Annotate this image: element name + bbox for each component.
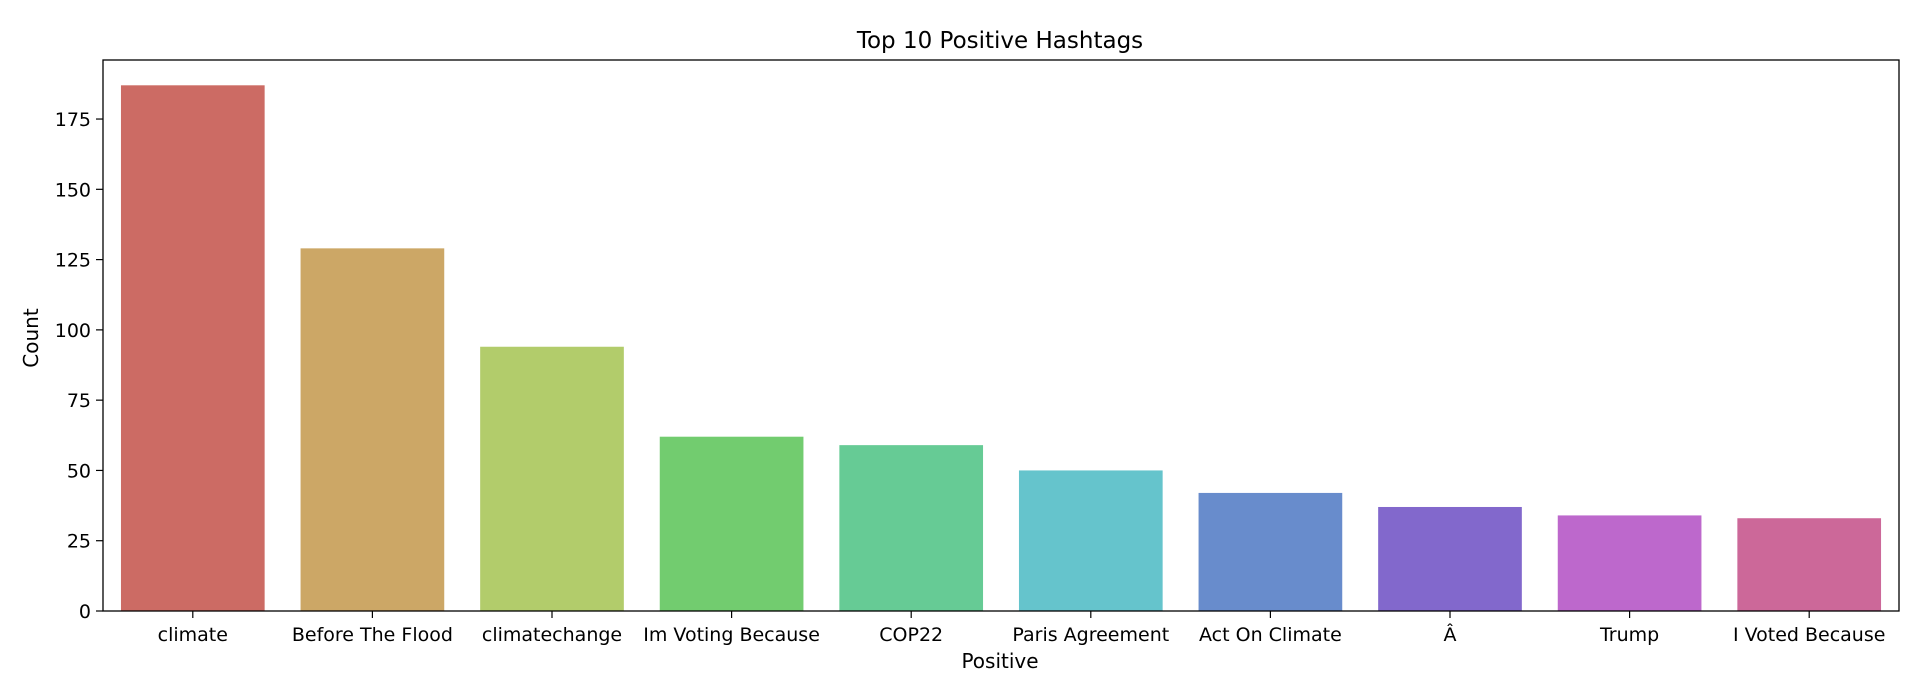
bar-9 (1737, 518, 1882, 611)
x-tick-label-2: climatechange (482, 624, 622, 646)
x-tick-label-1: Before The Flood (292, 624, 453, 646)
x-tick-label-4: COP22 (879, 624, 943, 646)
bar-1 (300, 248, 445, 611)
bar-2 (480, 346, 624, 611)
bar-3 (659, 436, 804, 611)
bars-layer (120, 85, 1882, 611)
y-tick-label-7: 175 (55, 109, 91, 131)
bar-7 (1378, 506, 1522, 611)
y-axis-label: Count (19, 308, 43, 368)
x-tick-label-3: Im Voting Because (643, 624, 820, 646)
plot-frame (102, 59, 1900, 612)
bar-0 (120, 85, 265, 611)
y-tick-label-1: 25 (67, 531, 91, 553)
x-axis-ticks: climate Before The Flood climatechange Im V… (158, 611, 1885, 646)
x-tick-label-5: Paris Agreement (1012, 624, 1169, 646)
y-axis-ticks: 0 25 50 75 100 125 150 175 (55, 109, 103, 623)
x-axis-label: Positive (961, 649, 1038, 673)
bar-4 (839, 445, 984, 611)
x-tick-label-6: Act On Climate (1199, 624, 1342, 646)
y-tick-label-3: 75 (67, 390, 91, 412)
bar-6 (1198, 492, 1343, 611)
y-tick-label-5: 125 (55, 250, 91, 272)
x-tick-label-0: climate (158, 624, 228, 646)
bar-8 (1557, 515, 1702, 611)
y-tick-label-4: 100 (55, 320, 91, 342)
y-tick-label-6: 150 (55, 179, 91, 201)
x-tick-label-8: Trump (1599, 624, 1659, 646)
x-tick-label-9: I Voted Because (1733, 624, 1885, 646)
x-tick-label-7: Â (1444, 623, 1457, 646)
bar-5 (1018, 470, 1163, 611)
chart-title: Top 10 Positive Hashtags (856, 28, 1143, 54)
y-tick-label-0: 0 (79, 601, 91, 623)
y-tick-label-2: 50 (67, 460, 91, 482)
